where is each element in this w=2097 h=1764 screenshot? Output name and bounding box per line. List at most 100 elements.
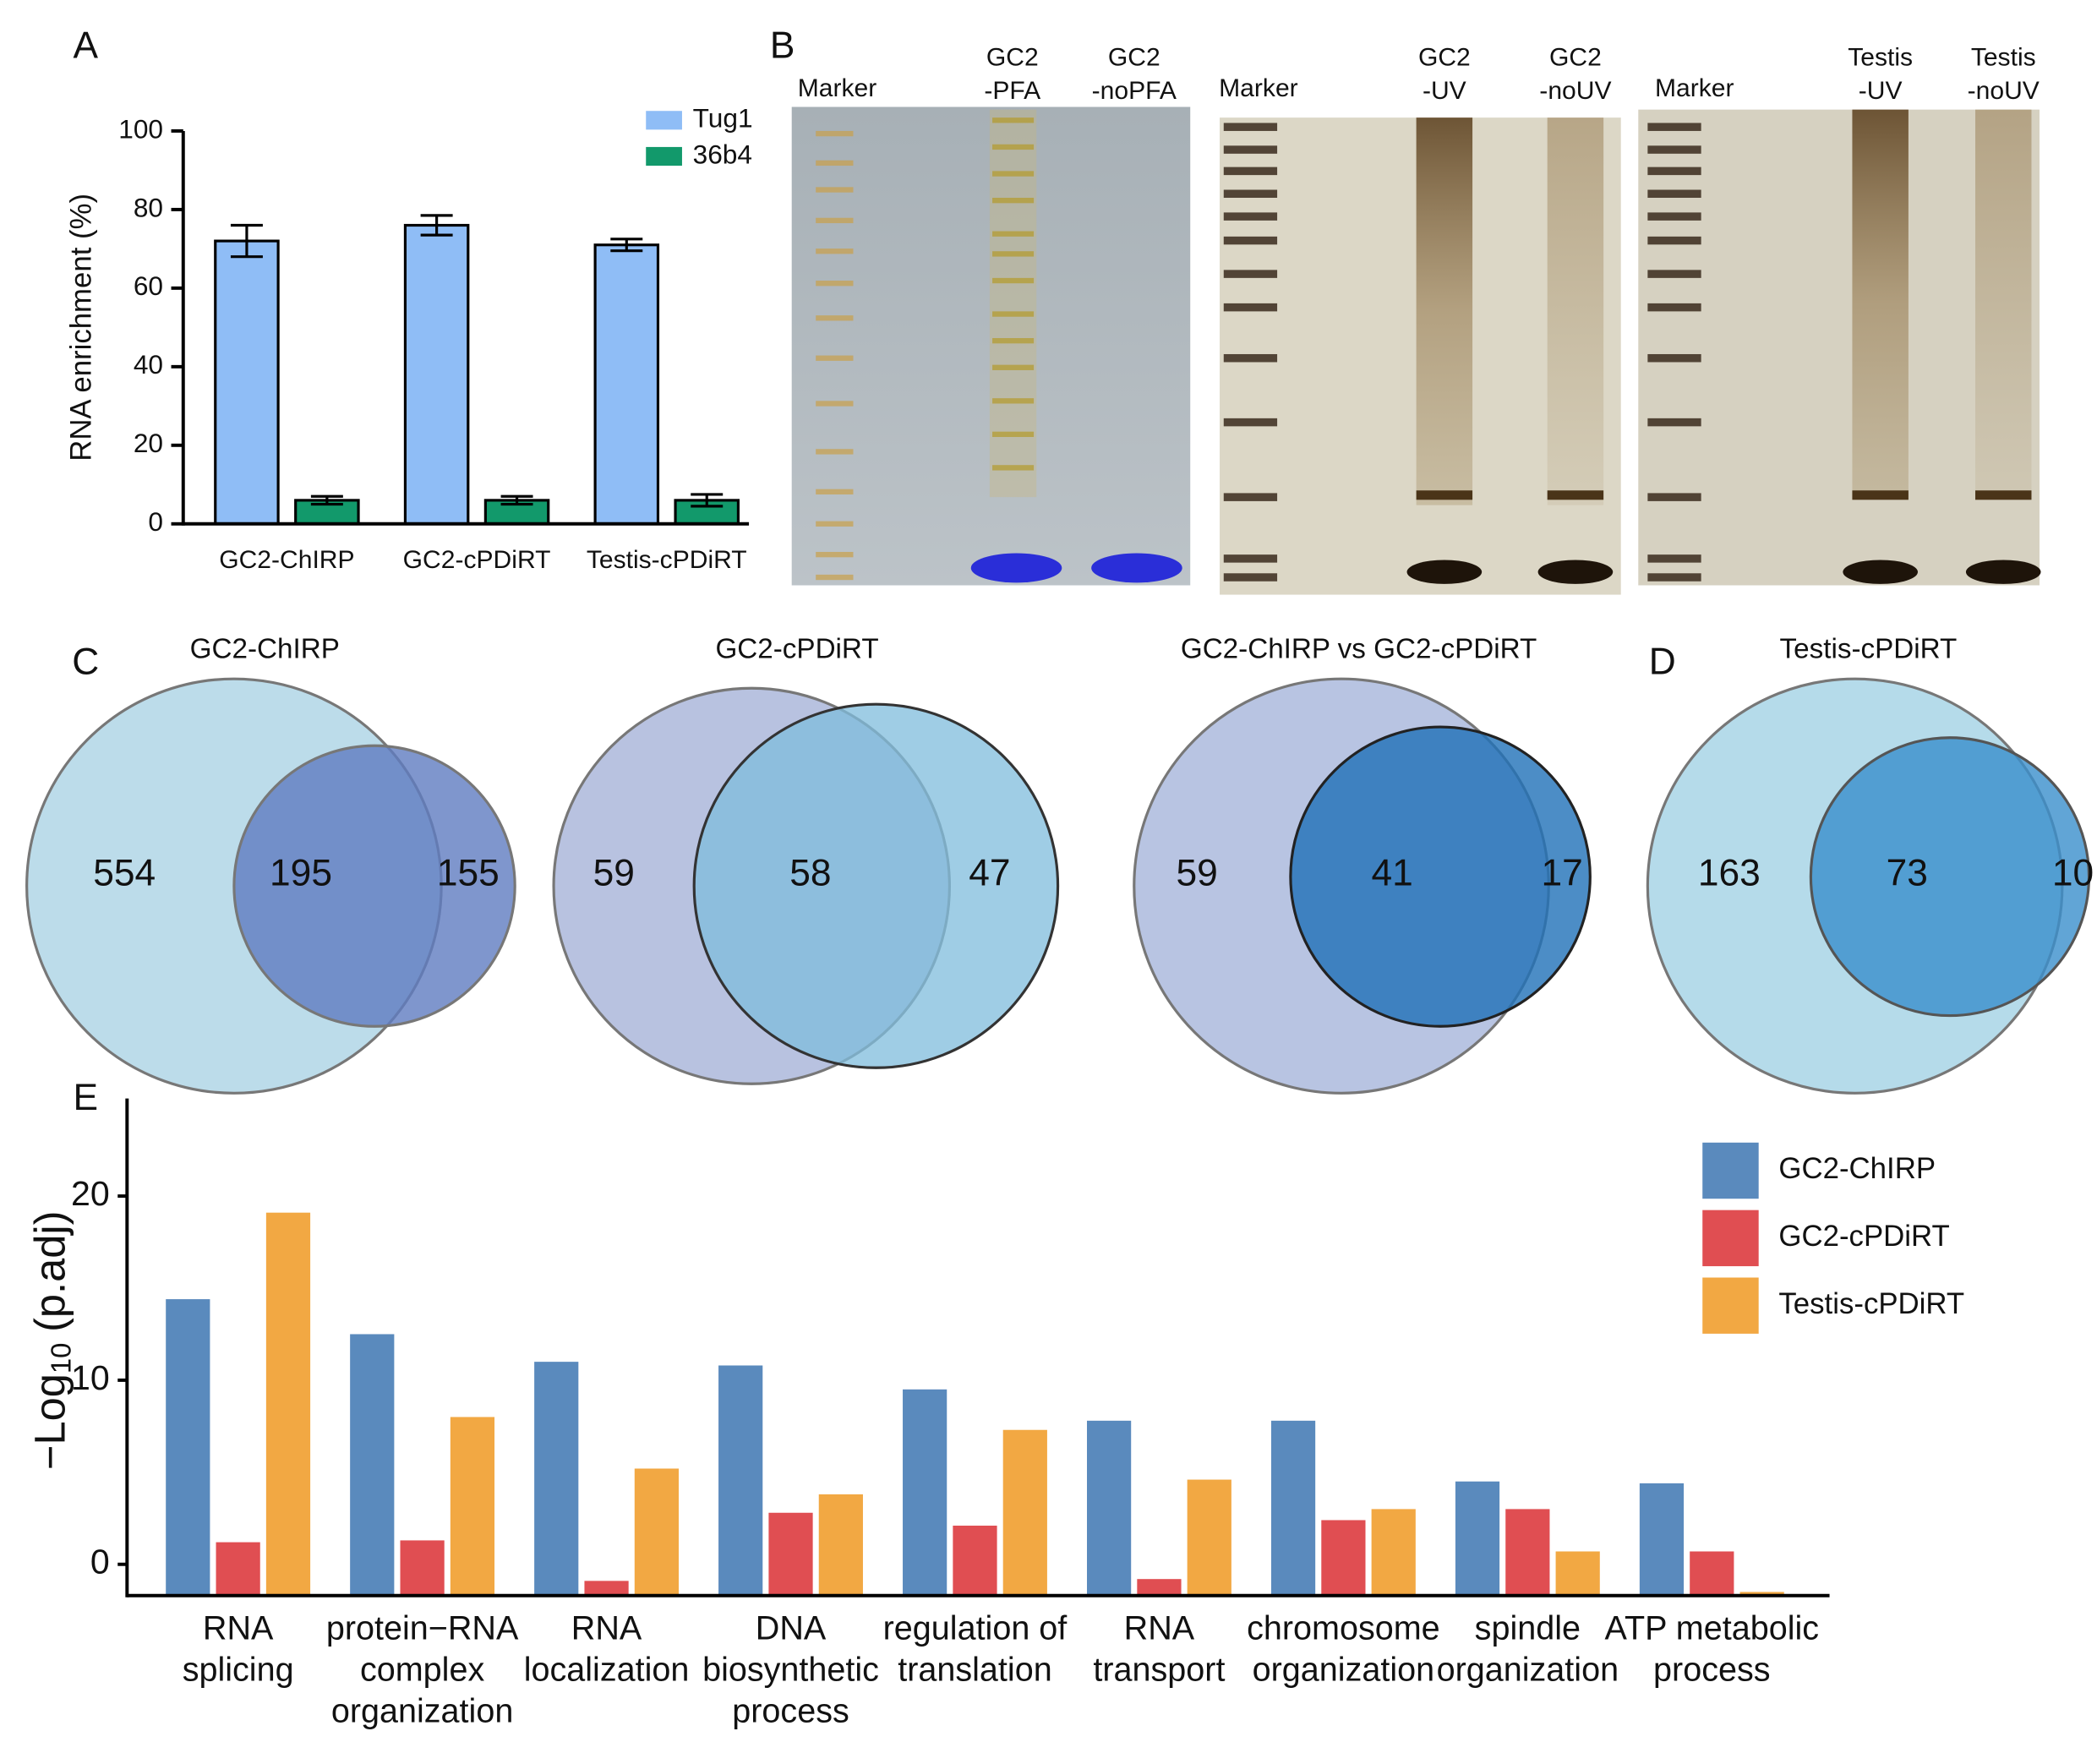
bar [265,1212,311,1596]
y-tick-label: 100 [118,113,163,144]
bar [1137,1579,1182,1596]
y-tick-label: 20 [71,1174,110,1213]
legend-label: GC2-cPDiRT [1778,1221,1949,1253]
venn-count: 155 [437,852,500,893]
bar [216,1542,260,1596]
lane-label: Testis [1971,44,2036,72]
x-tick-label: translation [898,1651,1051,1688]
bar [1187,1479,1231,1596]
gel-band [992,171,1035,177]
gel-band [992,231,1035,237]
legend-swatch [646,146,682,167]
gel-band [1223,418,1278,427]
gel-band [1647,145,1701,154]
gel-band [816,281,854,287]
x-tick-label: RNA [203,1609,274,1647]
gel-band [1223,554,1278,563]
gel-band [1223,270,1278,278]
bar [903,1389,947,1596]
bar [1371,1509,1416,1596]
bar [1321,1520,1366,1596]
gel-band [816,449,854,455]
x-tick-label: process [732,1692,849,1729]
x-tick-label: protein−RNA [326,1609,519,1647]
lane-label: GC2 [1418,44,1471,72]
gel-band [1647,573,1701,582]
x-tick-label: organization [331,1692,513,1729]
panel-label: A [73,25,98,67]
lane-label: Marker [1219,74,1298,102]
bar [1086,1420,1132,1596]
lane-label: -noUV [1968,77,2040,105]
gel-band [816,355,854,361]
bar [1505,1509,1550,1596]
gel-band [1852,490,1909,500]
bar [534,1362,579,1596]
venn-title: Testis-cPDiRT [1780,634,1958,665]
gel-band [1223,145,1278,154]
bar [1555,1551,1600,1596]
x-tick-label: regulation of [883,1609,1068,1647]
gel-image [791,106,1191,586]
y-tick-label: 40 [134,349,163,380]
y-tick-label: 20 [134,428,163,458]
venn-count: 163 [1698,852,1761,893]
gel-band [816,187,854,193]
gel-band [1223,236,1278,245]
gel-band [816,401,854,407]
gel-band [1647,189,1701,198]
gel-band [1965,560,2041,584]
y-axis-label: RNA enrichment (%) [65,194,97,461]
venn-count: 17 [1541,852,1582,893]
x-tick-label: ATP metabolic [1605,1609,1820,1647]
gel-band [1537,560,1614,584]
dye-front [970,553,1062,583]
gel-band [992,197,1035,204]
gel-band [1223,167,1278,176]
venn-count: 554 [93,852,156,893]
gel-band [992,251,1035,257]
panel-label: D [1649,642,1676,683]
gel-band [816,130,854,137]
y-tick-label: 0 [148,506,163,537]
gel-smear [1547,117,1604,505]
x-tick-label: RNA [571,1609,642,1647]
legend-swatch [1702,1277,1759,1334]
gel-band [1647,493,1701,501]
gel-band [1647,123,1701,131]
x-tick-label: spindle [1475,1609,1581,1647]
bar [403,223,470,526]
gel-band [1843,560,1918,584]
bar [584,1581,629,1596]
gel-image [1638,109,2040,586]
venn-count: 59 [593,852,635,893]
y-axis-label-part: (p.adj) [26,1211,74,1332]
venn-title: GC2-cPDiRT [715,634,878,665]
gel-band [816,551,854,558]
venn-set [692,702,1060,1069]
gel-band [992,431,1035,438]
x-tick-label: process [1653,1651,1770,1688]
venn-count: 59 [1176,852,1217,893]
venn-set [1289,725,1592,1028]
gel-band [1647,167,1701,176]
lane-label: GC2 [1549,44,1602,72]
bar [953,1526,997,1596]
lane-label: Marker [798,74,877,102]
venn-set [232,744,516,1028]
gel-band [1406,560,1483,584]
lane-label: -PFA [984,77,1040,105]
dye-front [1091,553,1182,583]
y-axis-label-subscript: 10 [45,1343,76,1374]
gel-band [992,398,1035,404]
x-tick-label: splicing [183,1651,294,1688]
x-tick-label: transport [1093,1651,1225,1688]
gel-smear [1416,117,1473,505]
gel-band [1647,353,1701,363]
venn-count: 58 [789,852,831,893]
x-tick-label: organization [1437,1651,1619,1688]
gel-band [1223,212,1278,221]
gel-band [992,338,1035,344]
gel-band [1223,189,1278,198]
